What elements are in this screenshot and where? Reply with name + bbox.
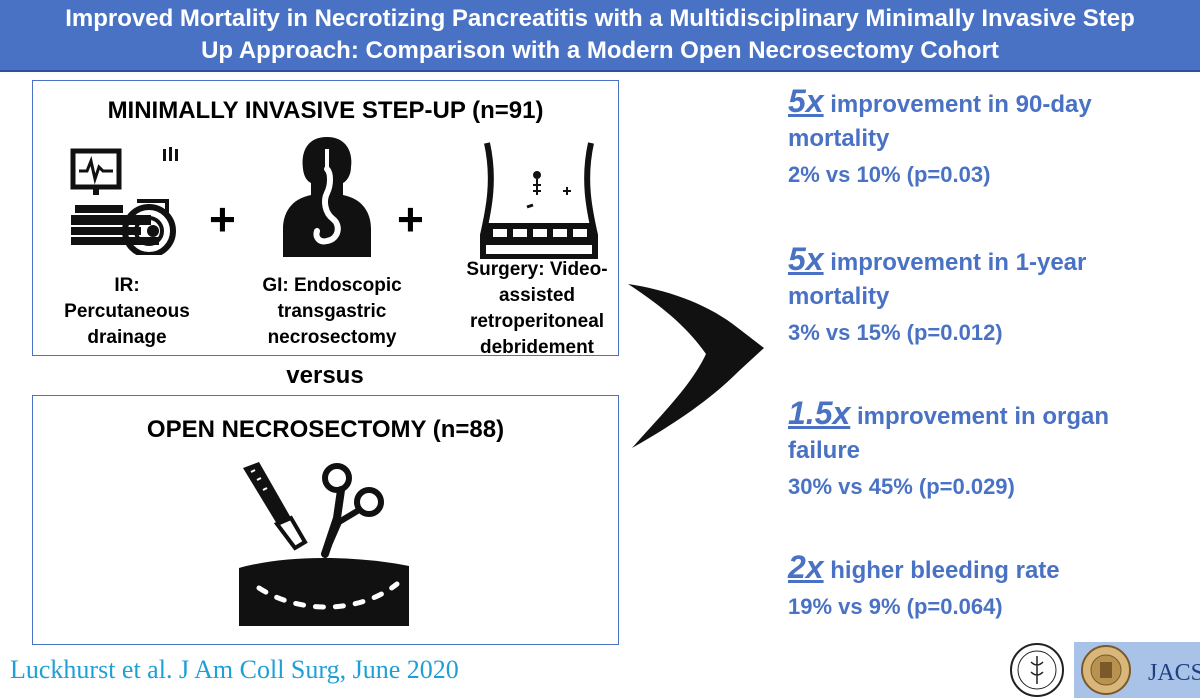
jacs-seal-icon [1074, 642, 1200, 698]
stat-multiplier: 1.5x [788, 395, 851, 431]
stat-90-day-mortality: 5x improvement in 90-day mortality 2% vs… [788, 83, 1092, 187]
stat-1-year-mortality: 5x improvement in 1-year mortality 3% vs… [788, 241, 1087, 345]
plus-sign-2: + [397, 193, 424, 245]
stat-multiplier: 5x [788, 83, 824, 119]
plus-sign-1: + [209, 193, 236, 245]
step-up-heading: MINIMALLY INVASIVE STEP-UP (n=91) [107, 97, 544, 124]
stat-bleeding-rate: 2x higher bleeding rate 19% vs 9% (p=0.0… [788, 549, 1060, 619]
title-banner: Improved Mortality in Necrotizing Pancre… [0, 0, 1200, 72]
jacs-logo-text: JACS [1148, 660, 1200, 686]
stat-multiplier: 5x [788, 241, 824, 277]
versus-label: versus [286, 362, 364, 389]
title-line-1: Improved Mortality in Necrotizing Pancre… [65, 5, 1135, 32]
open-surgery-icon [239, 462, 409, 626]
retroperitoneal-surgery-icon [480, 142, 598, 259]
citation: Luckhurst et al. J Am Coll Surg, June 20… [10, 655, 459, 684]
open-necrosectomy-panel: OPEN NECROSECTOMY (n=88) [32, 395, 619, 645]
title-line-2: Up Approach: Comparison with a Modern Op… [201, 37, 999, 64]
gi-caption: GI: Endoscopic transgastric necrosectomy [262, 275, 402, 348]
open-necrosectomy-heading: OPEN NECROSECTOMY (n=88) [146, 416, 505, 443]
endoscopy-icon [283, 137, 371, 257]
right-arrow-icon [628, 284, 764, 448]
stat-organ-failure: 1.5x improvement in organ failure 30% vs… [788, 395, 1109, 499]
surgery-caption: Surgery: Video- assisted retroperitoneal… [466, 259, 608, 358]
stat-multiplier: 2x [788, 549, 824, 585]
step-up-panel: MINIMALLY INVASIVE STEP-UP (n=91) + + [32, 80, 619, 358]
ir-caption: IR: Percutaneous drainage [64, 275, 190, 348]
new-england-surgical-society-seal-icon [1010, 643, 1064, 697]
ct-scanner-icon [70, 147, 178, 255]
